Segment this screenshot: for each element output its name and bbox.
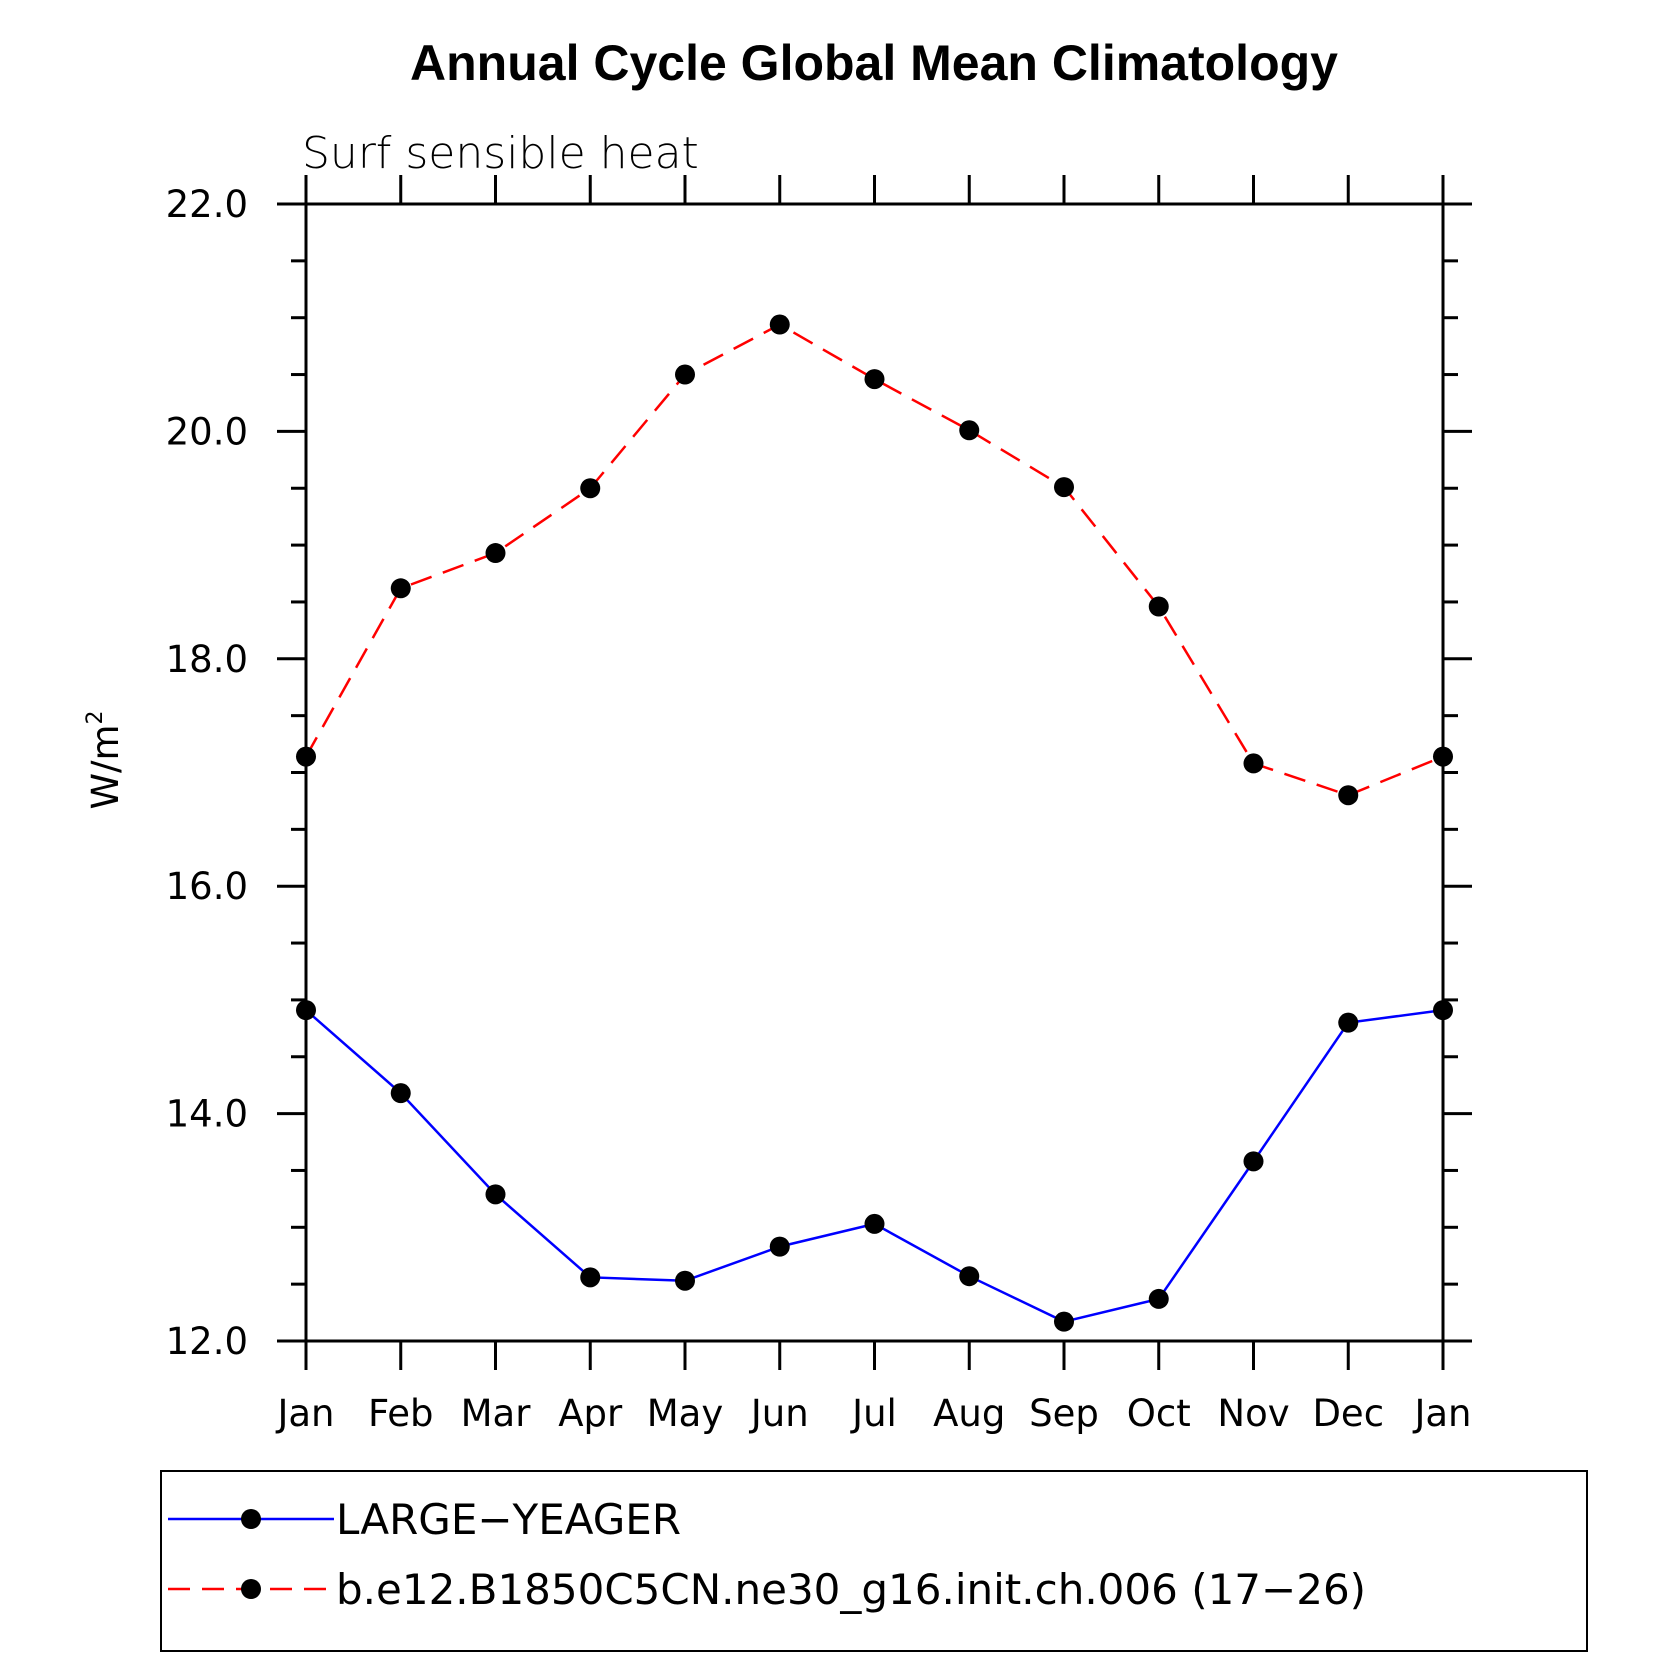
x-tick-label: Jun [749, 1392, 809, 1435]
data-point-series-1 [1243, 1151, 1264, 1172]
data-point-series-2 [1338, 785, 1359, 806]
legend: LARGE−YEAGER b.e12.B1850C5CN.ne30_g16.ini… [160, 1470, 1588, 1652]
data-point-series-2 [1054, 477, 1074, 498]
x-tick-label: Jul [850, 1392, 897, 1435]
data-point-series-1 [296, 1000, 316, 1021]
data-point-series-2 [1433, 746, 1453, 767]
axis-ticks [277, 175, 1472, 1370]
x-tick-label: Sep [1029, 1392, 1099, 1435]
data-series [296, 314, 1453, 1332]
x-tick-label: Oct [1127, 1392, 1191, 1435]
y-axis-label-base: W/m [84, 724, 127, 809]
svg-text:W/m2: W/m2 [83, 710, 127, 809]
data-point-series-1 [1148, 1288, 1169, 1309]
data-point-series-1 [1433, 1000, 1453, 1021]
legend-label-2: b.e12.B1850C5CN.ne30_g16.init.ch.006 (17… [336, 1565, 1366, 1614]
data-point-series-1 [390, 1083, 411, 1104]
y-tick-label: 18.0 [166, 638, 248, 681]
y-tick-label: 22.0 [166, 183, 248, 226]
data-point-series-2 [769, 314, 790, 335]
x-tick-label: Apr [558, 1392, 623, 1435]
data-point-series-2 [864, 369, 885, 390]
data-point-series-1 [1054, 1311, 1074, 1332]
x-tick-label: Jan [275, 1392, 334, 1435]
x-tick-label: Jan [1412, 1392, 1471, 1435]
legend-swatch-marker-2 [241, 1579, 261, 1599]
data-point-series-1 [864, 1213, 885, 1234]
chart-title: Annual Cycle Global Mean Climatology [410, 35, 1338, 91]
data-point-series-2 [296, 746, 316, 767]
data-point-series-1 [1338, 1012, 1359, 1033]
legend-swatch-marker-1 [241, 1509, 261, 1529]
y-tick-label: 12.0 [166, 1320, 248, 1363]
y-tick-label: 16.0 [166, 865, 248, 908]
y-tick-labels: 12.0 14.0 16.0 18.0 20.0 22.0 [166, 183, 248, 1363]
y-tick-label: 14.0 [166, 1093, 248, 1136]
series-line-2 [304, 323, 1444, 797]
data-point-series-2 [1243, 753, 1264, 774]
x-tick-label: Nov [1217, 1392, 1289, 1435]
data-point-series-2 [675, 364, 695, 385]
data-point-series-1 [675, 1270, 695, 1291]
series-line-1 [305, 1008, 1444, 1323]
chart-subtitle: Surf sensible heat [302, 128, 699, 179]
data-point-series-2 [485, 543, 506, 564]
data-point-series-1 [959, 1266, 980, 1287]
x-tick-label: Mar [461, 1392, 532, 1435]
x-tick-label: Feb [368, 1392, 434, 1435]
legend-label-1: LARGE−YEAGER [336, 1495, 681, 1544]
legend-box [160, 1470, 1588, 1652]
data-point-series-2 [390, 578, 411, 599]
data-point-series-2 [580, 478, 601, 499]
y-axis-label: W/m2 [83, 710, 127, 809]
data-point-series-2 [959, 420, 980, 441]
y-axis-label-superscript: 2 [83, 710, 108, 724]
x-tick-labels: Jan Feb Mar Apr May Jun Jul Aug Sep Oct Nov Dec Jan [275, 1392, 1471, 1435]
data-point-series-2 [1148, 596, 1169, 617]
data-point-series-1 [769, 1236, 790, 1257]
x-tick-label: Aug [933, 1392, 1005, 1435]
data-point-series-1 [485, 1184, 506, 1205]
x-tick-label: Dec [1312, 1392, 1384, 1435]
x-tick-label: May [647, 1392, 724, 1435]
y-tick-label: 20.0 [166, 410, 248, 453]
data-point-series-1 [580, 1267, 601, 1288]
